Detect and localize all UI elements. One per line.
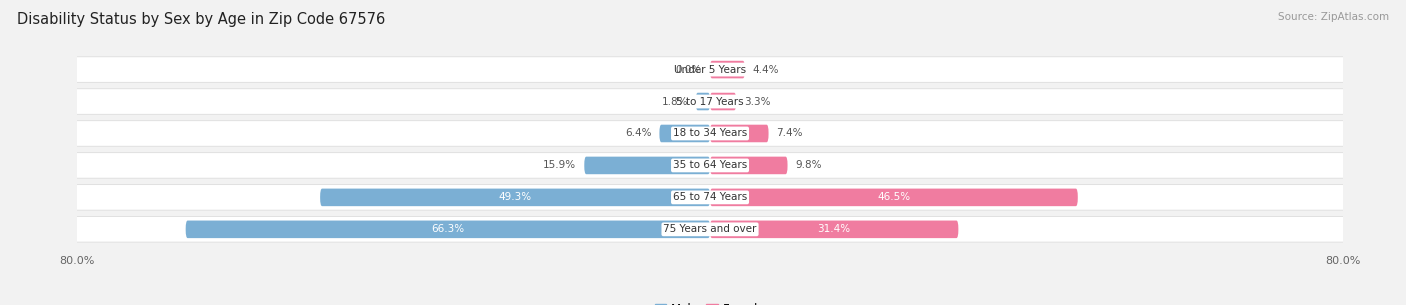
FancyBboxPatch shape [73, 185, 1347, 210]
FancyBboxPatch shape [73, 152, 1347, 178]
Text: Under 5 Years: Under 5 Years [673, 65, 747, 74]
Text: 31.4%: 31.4% [818, 224, 851, 234]
Text: 0.0%: 0.0% [676, 65, 702, 74]
Text: 49.3%: 49.3% [499, 192, 531, 203]
FancyBboxPatch shape [659, 125, 710, 142]
Text: Source: ZipAtlas.com: Source: ZipAtlas.com [1278, 12, 1389, 22]
FancyBboxPatch shape [710, 61, 745, 78]
FancyBboxPatch shape [710, 188, 1078, 206]
Text: 15.9%: 15.9% [543, 160, 576, 170]
FancyBboxPatch shape [696, 93, 710, 110]
Text: 6.4%: 6.4% [626, 128, 651, 138]
FancyBboxPatch shape [321, 188, 710, 206]
Text: 18 to 34 Years: 18 to 34 Years [673, 128, 747, 138]
FancyBboxPatch shape [73, 57, 1347, 82]
FancyBboxPatch shape [710, 221, 959, 238]
Text: 4.4%: 4.4% [752, 65, 779, 74]
FancyBboxPatch shape [710, 93, 737, 110]
FancyBboxPatch shape [73, 217, 1347, 242]
Text: Disability Status by Sex by Age in Zip Code 67576: Disability Status by Sex by Age in Zip C… [17, 12, 385, 27]
Text: 65 to 74 Years: 65 to 74 Years [673, 192, 747, 203]
FancyBboxPatch shape [585, 157, 710, 174]
Text: 5 to 17 Years: 5 to 17 Years [676, 96, 744, 106]
FancyBboxPatch shape [710, 125, 769, 142]
Text: 9.8%: 9.8% [796, 160, 823, 170]
Text: 7.4%: 7.4% [776, 128, 803, 138]
FancyBboxPatch shape [73, 89, 1347, 114]
Text: 75 Years and over: 75 Years and over [664, 224, 756, 234]
Text: 1.8%: 1.8% [661, 96, 688, 106]
FancyBboxPatch shape [186, 221, 710, 238]
FancyBboxPatch shape [73, 121, 1347, 146]
Legend: Male, Female: Male, Female [650, 298, 770, 305]
Text: 3.3%: 3.3% [744, 96, 770, 106]
Text: 35 to 64 Years: 35 to 64 Years [673, 160, 747, 170]
Text: 66.3%: 66.3% [432, 224, 464, 234]
FancyBboxPatch shape [710, 157, 787, 174]
Text: 46.5%: 46.5% [877, 192, 911, 203]
